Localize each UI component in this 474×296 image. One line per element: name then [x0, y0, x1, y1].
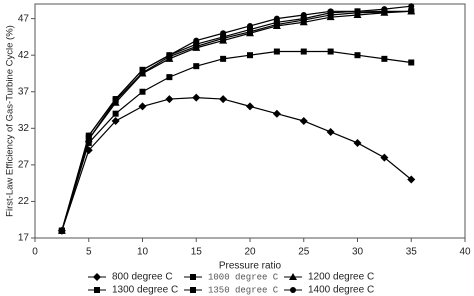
- marker: [381, 55, 388, 62]
- marker: [58, 227, 65, 234]
- y-tick-label: 17: [18, 233, 30, 244]
- marker: [300, 17, 307, 24]
- marker: [139, 88, 146, 95]
- x-tick-label: 30: [352, 247, 364, 258]
- marker: [247, 22, 253, 29]
- marker: [273, 48, 280, 55]
- y-axis-label: First-Law Efficiency of Gas-Turbine Cycl…: [5, 25, 16, 217]
- series-line: [61, 10, 412, 231]
- marker: [299, 117, 308, 125]
- series-line: [61, 96, 412, 231]
- y-tick-label: 22: [18, 196, 30, 207]
- y-tick-label: 27: [18, 160, 30, 171]
- y-tick-label: 37: [18, 86, 30, 97]
- x-axis-label: Pressure ratio: [219, 261, 282, 272]
- marker: [408, 8, 415, 15]
- marker: [354, 8, 361, 15]
- marker: [165, 95, 174, 104]
- marker: [380, 153, 389, 162]
- marker: [354, 52, 361, 59]
- marker: [300, 48, 307, 55]
- marker: [247, 28, 253, 35]
- series-line: [61, 10, 412, 231]
- marker: [327, 8, 334, 15]
- marker: [327, 48, 334, 55]
- legend-label: 1350 degree C: [208, 285, 279, 295]
- marker: [166, 74, 173, 81]
- legend-label: 1400 degree C: [308, 285, 374, 296]
- marker: [193, 43, 200, 50]
- marker: [139, 66, 146, 73]
- x-tick-label: 10: [137, 247, 149, 258]
- marker: [247, 52, 253, 59]
- marker: [220, 30, 227, 37]
- marker: [273, 21, 280, 28]
- marker: [94, 287, 100, 293]
- y-tick-label: 42: [18, 50, 30, 61]
- series-line: [61, 50, 412, 231]
- x-tick-label: 20: [244, 247, 256, 258]
- marker: [408, 59, 415, 66]
- legend-label: 1300 degree C: [112, 285, 178, 296]
- legend-label: 800 degree C: [112, 272, 173, 283]
- marker: [190, 274, 196, 280]
- marker: [289, 273, 297, 280]
- marker: [408, 3, 415, 10]
- marker: [353, 138, 362, 147]
- series-line: [61, 5, 412, 231]
- marker: [381, 6, 388, 13]
- x-tick-label: 0: [32, 247, 38, 258]
- x-tick-label: 25: [298, 247, 310, 258]
- x-tick-label: 15: [191, 247, 203, 258]
- marker: [85, 132, 92, 139]
- marker: [166, 52, 173, 59]
- marker: [85, 139, 92, 146]
- marker: [220, 35, 227, 42]
- marker: [111, 117, 120, 125]
- marker: [193, 37, 200, 44]
- marker: [138, 102, 147, 111]
- marker: [300, 11, 307, 18]
- marker: [190, 287, 196, 293]
- marker: [192, 93, 201, 102]
- marker: [220, 55, 227, 62]
- marker: [407, 175, 416, 184]
- marker: [326, 127, 335, 136]
- marker: [273, 15, 280, 22]
- marker: [85, 136, 92, 143]
- y-tick-label: 32: [18, 123, 30, 134]
- legend-label: 1000 degree C: [208, 272, 279, 282]
- marker: [327, 11, 334, 18]
- marker: [193, 63, 200, 70]
- marker: [112, 96, 119, 103]
- legend-label: 1200 degree C: [308, 272, 374, 283]
- marker: [246, 102, 254, 111]
- marker: [272, 109, 281, 118]
- y-tick-label: 47: [18, 13, 30, 24]
- x-tick-label: 40: [459, 247, 471, 258]
- x-tick-label: 5: [86, 247, 92, 258]
- marker: [219, 95, 228, 104]
- marker: [93, 273, 101, 281]
- x-tick-label: 35: [406, 247, 418, 258]
- marker: [112, 110, 119, 117]
- marker: [290, 287, 296, 293]
